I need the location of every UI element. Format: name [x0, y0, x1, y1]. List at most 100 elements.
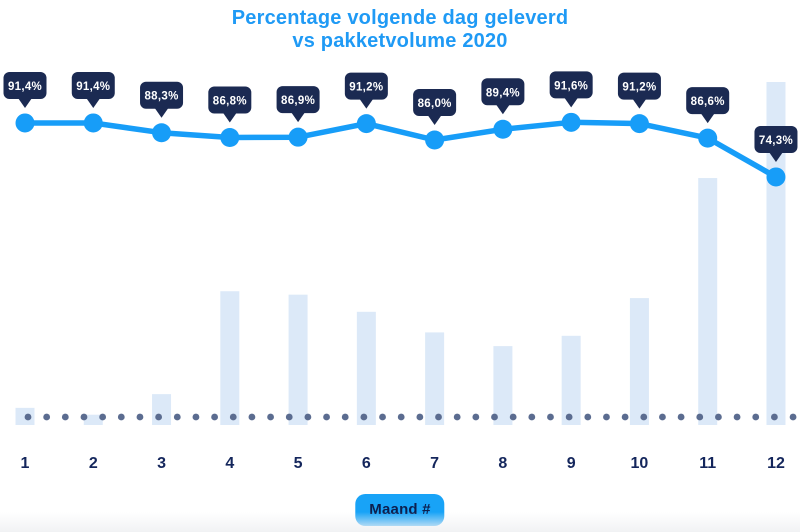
volume-bar-month-10 [629, 298, 649, 425]
x-axis-label-month-3: 3 [157, 455, 166, 472]
tooltip-tail [291, 112, 306, 123]
data-label-tooltip-month-3: 88,3% [140, 81, 184, 118]
baseline-dot [192, 413, 200, 421]
x-axis-label-month-10: 10 [631, 455, 649, 472]
volume-bar-month-6 [356, 311, 376, 425]
tooltip-bubble [617, 72, 661, 100]
baseline-dot [640, 413, 648, 421]
baseline-dot [603, 413, 610, 421]
x-axis-label-month-12: 12 [767, 455, 785, 472]
baseline-dot [379, 413, 386, 421]
data-label-tooltip-month-5: 86,9% [276, 86, 320, 123]
tooltip-bubble [413, 89, 457, 117]
baseline-dot [435, 413, 442, 421]
baseline-dot [509, 413, 517, 421]
baseline-dot [752, 413, 760, 421]
line-marker-month-7 [425, 130, 445, 150]
x-axis-label-month-9: 9 [567, 455, 576, 472]
tooltip-tail [18, 97, 32, 108]
line-markers [15, 112, 786, 187]
line-marker-month-10 [629, 114, 649, 134]
data-label-tooltip-month-4: 86,8% [208, 86, 252, 123]
tooltip-tail [768, 151, 783, 162]
data-label-tooltip-month-7: 86,0% [413, 89, 457, 126]
tooltip-value: 91,6% [554, 80, 588, 92]
baseline-dot [491, 413, 498, 421]
tooltip-value: 74,3% [759, 135, 793, 147]
percentage-line [22, 119, 779, 180]
line-marker-month-5 [288, 127, 308, 147]
tooltip-tail [700, 113, 715, 124]
data-label-tooltip-month-2: 91,4% [71, 71, 115, 108]
volume-bar-month-12 [766, 82, 786, 425]
baseline-dot [733, 413, 741, 421]
tooltip-bubble [3, 71, 47, 99]
line-marker-month-4 [220, 127, 240, 147]
chart-title: Percentage volgende dag geleverd vs pakk… [0, 7, 800, 53]
baseline-dot [416, 413, 424, 421]
tooltip-bubble [208, 86, 252, 114]
x-axis-labels: 1 2 3 4 5 6 7 8 9 10 11 12 [21, 455, 785, 472]
tooltip-value: 91,2% [349, 82, 383, 94]
baseline-dot [715, 413, 722, 421]
baseline-dot [323, 413, 330, 421]
tooltip-tail [222, 112, 237, 123]
baseline-dot [155, 413, 163, 421]
x-axis-label-month-1: 1 [21, 455, 30, 472]
line-marker-month-6 [356, 114, 376, 134]
baseline-dot [565, 413, 573, 421]
baseline-dot [789, 413, 797, 421]
baseline-dot [659, 413, 666, 421]
baseline-dot [248, 413, 256, 421]
volume-bar-month-5 [288, 294, 308, 425]
baseline-dot [696, 413, 704, 421]
chart-title-line1: Percentage volgende dag geleverd [231, 7, 569, 29]
baseline-dot [360, 413, 368, 421]
tooltip-bubble [276, 86, 320, 114]
baseline-dot [136, 413, 144, 421]
tooltip-bubble [754, 125, 798, 153]
baseline-dot [24, 413, 32, 421]
data-label-tooltip-month-6: 91,2% [344, 72, 388, 109]
chart-title-line2: vs pakketvolume 2020 [292, 30, 508, 52]
x-axis-label-month-8: 8 [498, 455, 507, 472]
baseline-dot [173, 413, 181, 421]
baseline-dot [397, 413, 405, 421]
baseline-dot [61, 413, 69, 421]
tooltip-value: 86,6% [691, 96, 725, 108]
tooltip-value: 91,4% [8, 81, 42, 93]
x-axis-label-month-4: 4 [225, 455, 234, 472]
baseline-dot [117, 413, 125, 421]
volume-bar-month-2 [83, 414, 103, 425]
baseline-dot [267, 413, 274, 421]
baseline-dot [453, 413, 461, 421]
data-label-tooltip-month-9: 91,6% [549, 71, 593, 108]
tooltip-tail [154, 107, 169, 118]
data-label-tooltip-month-11: 86,6% [686, 87, 730, 124]
tooltip-value: 89,4% [486, 87, 520, 99]
dotted-baseline [24, 413, 797, 421]
volume-bar-month-11 [698, 178, 718, 425]
tooltip-bubble [344, 72, 388, 100]
data-label-tooltip-month-12: 74,3% [754, 125, 798, 162]
tooltip-bubble [481, 78, 525, 106]
baseline-dot [80, 413, 88, 421]
tooltip-tail [632, 98, 647, 109]
baseline-dot [621, 413, 629, 421]
line-marker-month-12 [766, 167, 786, 187]
data-label-tooltip-month-8: 89,4% [481, 78, 525, 115]
tooltip-bubble [71, 71, 115, 99]
volume-bar-month-9 [561, 335, 581, 425]
volume-bar-month-3 [152, 394, 172, 425]
tooltip-value: 91,4% [76, 81, 110, 93]
baseline-dot [229, 413, 237, 421]
line-marker-month-2 [83, 113, 103, 133]
tooltip-tail [564, 97, 579, 108]
data-label-tooltip-month-1: 91,4% [3, 71, 47, 108]
line-marker-month-3 [152, 123, 172, 143]
x-axis-label-month-7: 7 [430, 455, 439, 472]
baseline-dot [99, 413, 107, 421]
tooltip-tail [86, 97, 101, 108]
tooltip-tail [427, 115, 442, 126]
